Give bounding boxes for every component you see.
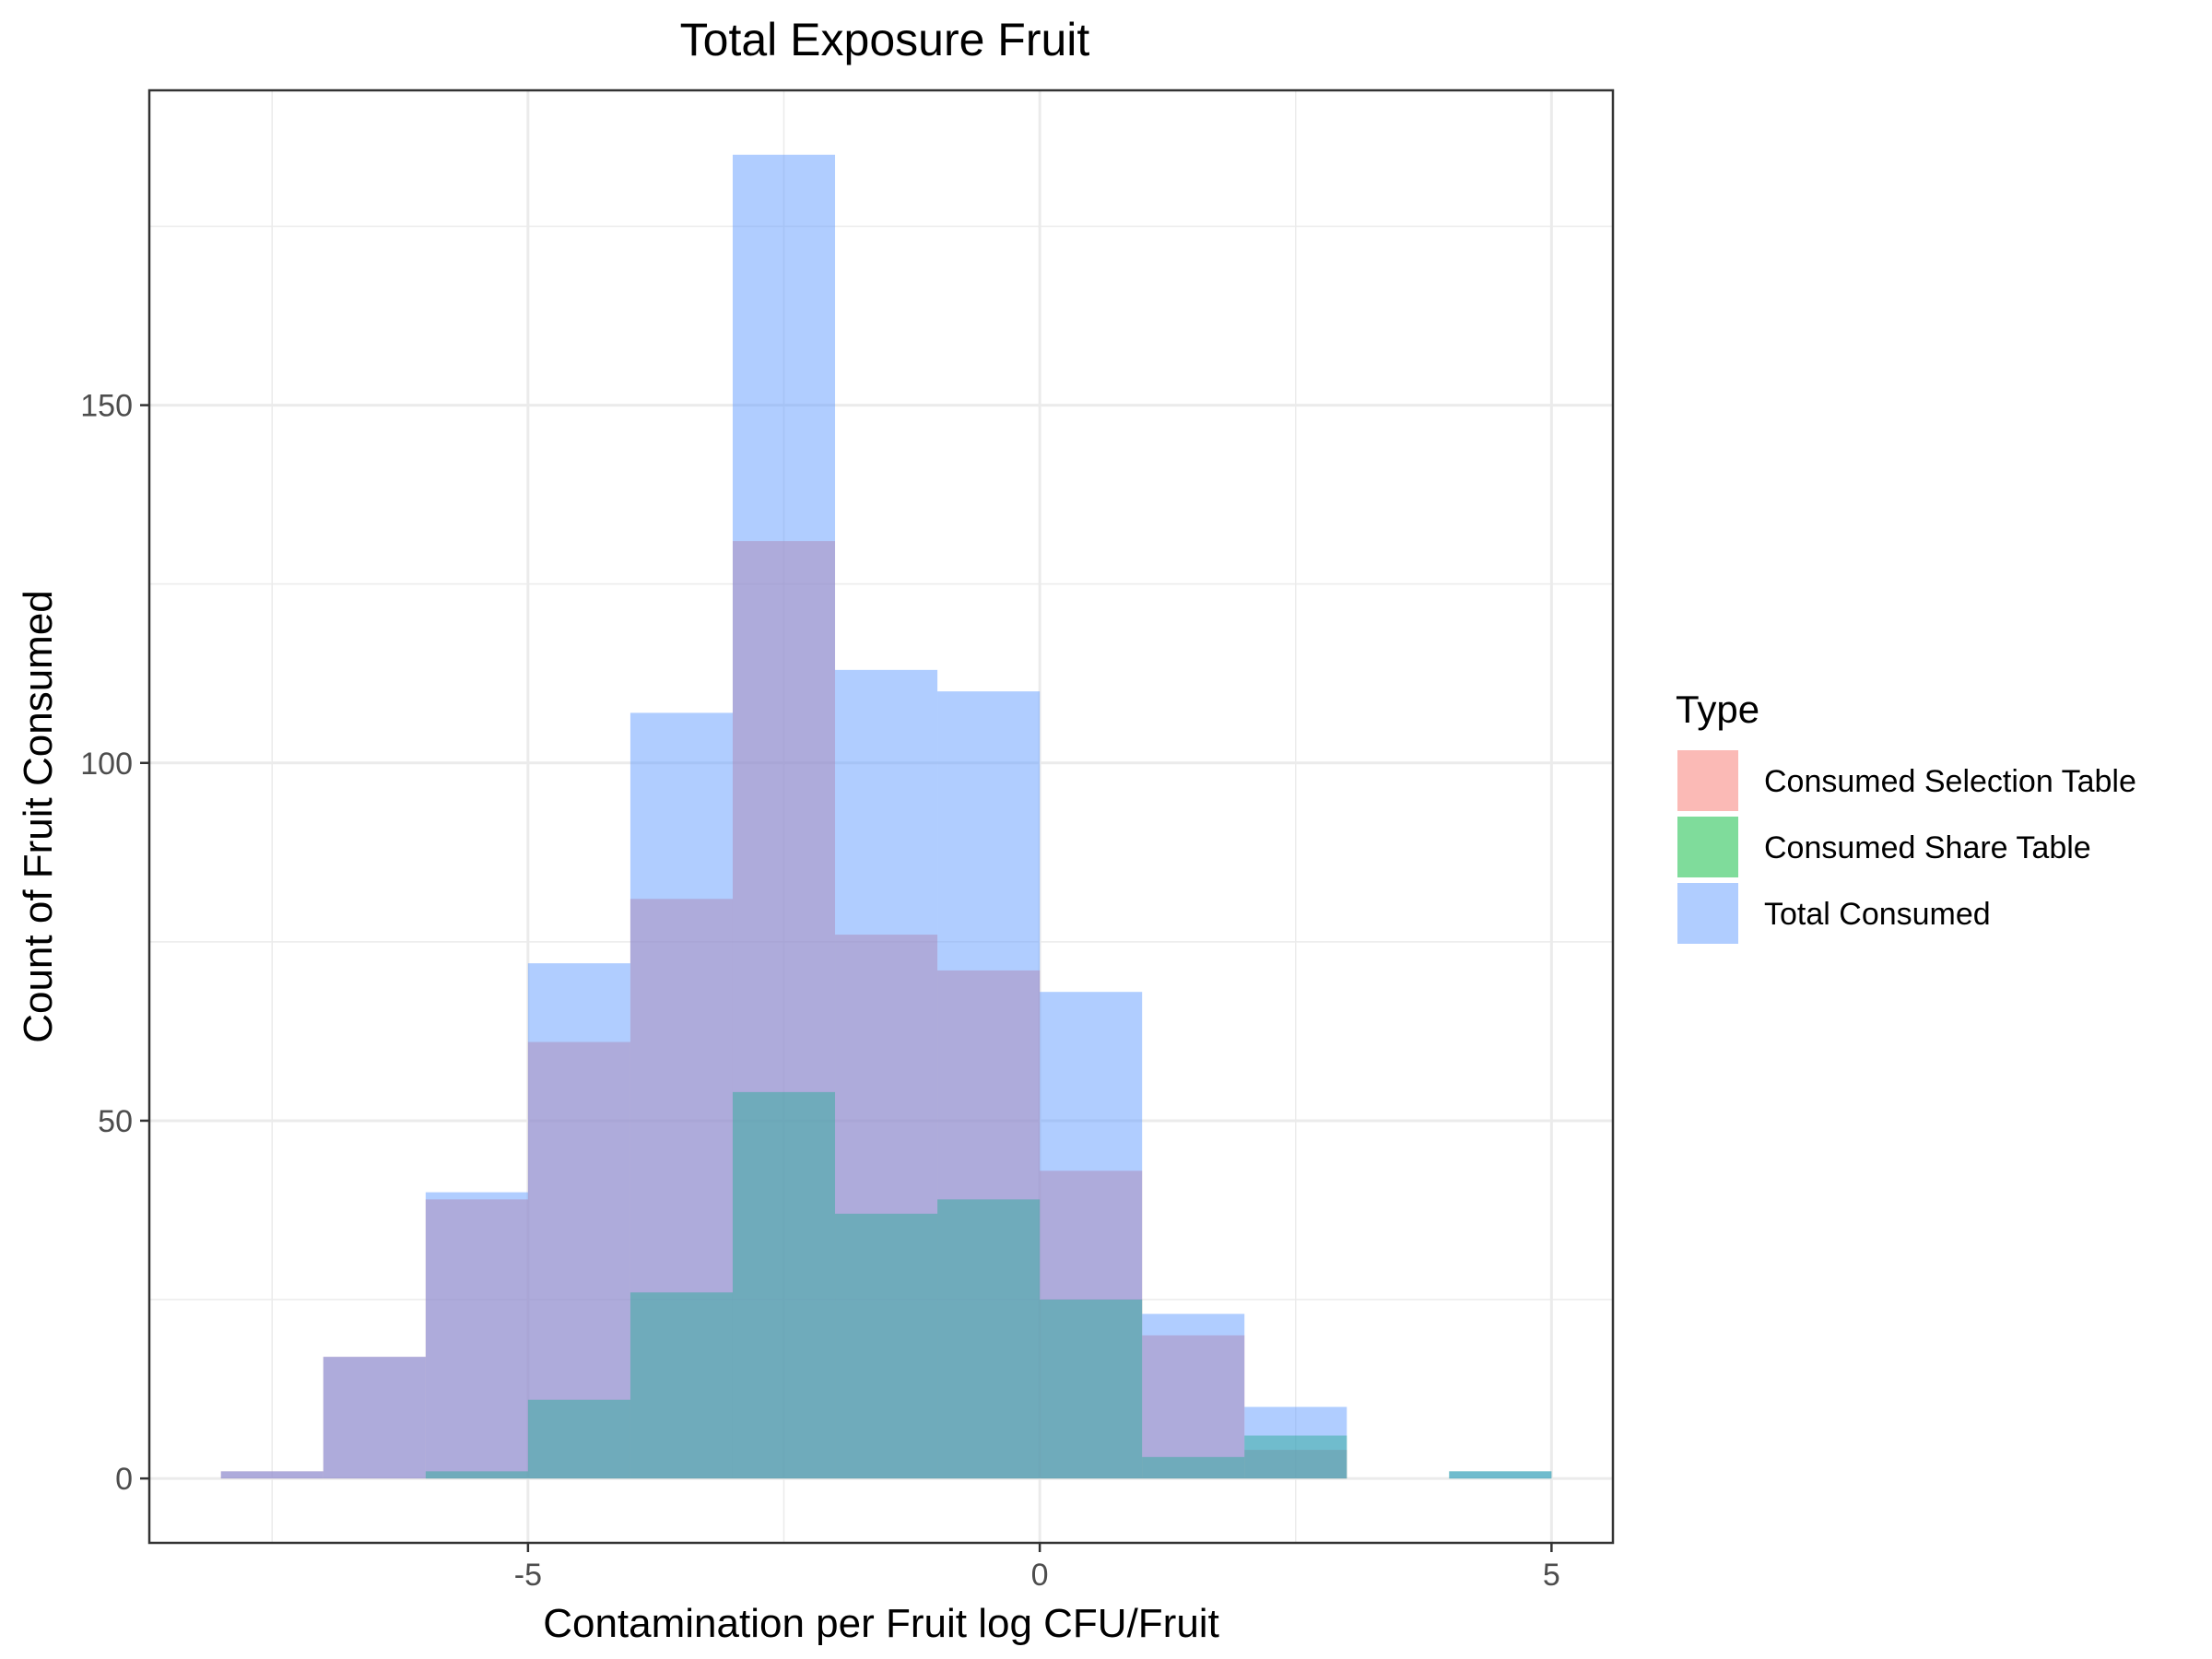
y-tick-label: 0 [115, 1462, 133, 1497]
y-tick-label: 100 [80, 747, 133, 782]
bar [1142, 1313, 1245, 1479]
bar [220, 1471, 324, 1479]
x-tick-label: 0 [1031, 1558, 1049, 1593]
panel-border [147, 88, 1615, 1545]
bar [527, 963, 630, 1479]
series-total-consumed [220, 154, 1552, 1479]
x-tick-label: -5 [514, 1558, 542, 1593]
legend-item: Consumed Selection Table [1677, 750, 2136, 811]
bar [1040, 992, 1143, 1479]
y-axis-title: Count of Fruit Consumed [16, 590, 61, 1043]
legend-label: Total Consumed [1764, 897, 1991, 932]
bar [1449, 1471, 1552, 1479]
bar [1244, 1406, 1347, 1479]
legend-item: Total Consumed [1677, 883, 1991, 944]
bar [425, 1192, 528, 1479]
bar [835, 669, 938, 1479]
bar [629, 712, 733, 1479]
chart-title: Total Exposure Fruit [680, 14, 1090, 65]
legend-key [1677, 817, 1738, 877]
legend-key [1677, 883, 1738, 944]
plot-panel [147, 88, 1615, 1545]
bar [937, 691, 1041, 1479]
legend-label: Consumed Selection Table [1764, 764, 2136, 799]
y-tick-label: 150 [80, 389, 133, 424]
legend: Type Consumed Selection Table Consumed Sh… [1676, 688, 2136, 944]
x-axis-title: Contamination per Fruit log CFU/Fruit [543, 1601, 1219, 1646]
x-axis: -5 0 5 [514, 1543, 1560, 1593]
legend-items: Consumed Selection Table Consumed Share T… [1677, 750, 2136, 944]
x-tick-label: 5 [1543, 1558, 1560, 1593]
legend-item: Consumed Share Table [1677, 817, 2091, 877]
histogram-bars [220, 154, 1552, 1479]
y-axis: 0 50 100 150 [80, 389, 149, 1497]
bar [323, 1357, 426, 1479]
y-tick-label: 50 [98, 1104, 133, 1139]
bar [732, 154, 836, 1479]
legend-key [1677, 750, 1738, 811]
legend-title: Type [1676, 688, 1759, 731]
legend-label: Consumed Share Table [1764, 830, 2091, 865]
